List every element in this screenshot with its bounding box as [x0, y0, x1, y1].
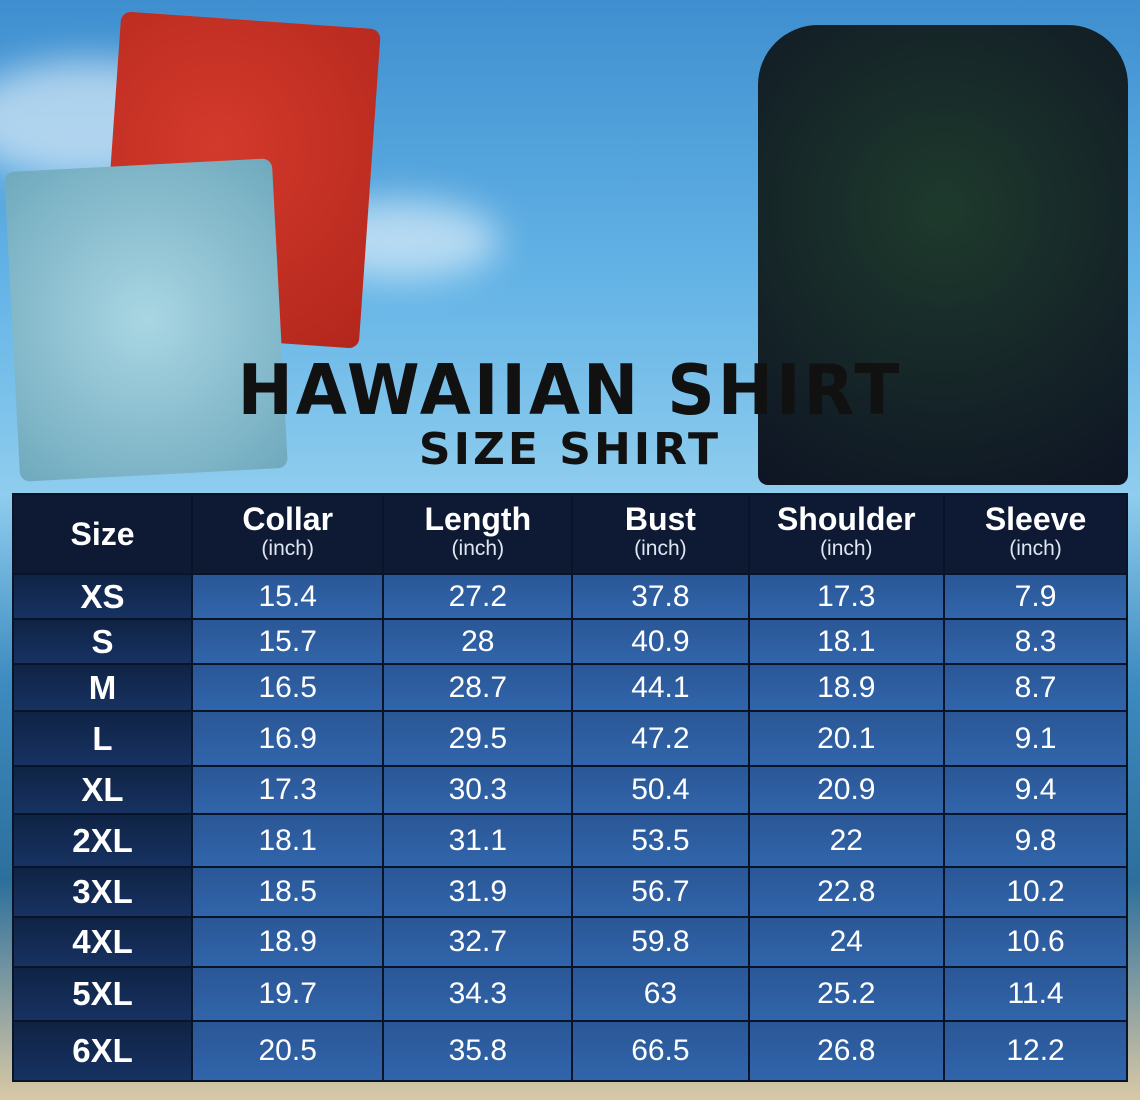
column-unit: (inch) — [451, 537, 505, 560]
value-cell: 12.2 — [943, 1020, 1128, 1082]
column-header-bust: Bust (inch) — [571, 493, 750, 575]
page-title: HAWAIIAN SHIRT — [237, 350, 903, 431]
value-cell: 50.4 — [571, 765, 750, 815]
value-cell: 17.3 — [747, 573, 946, 620]
value-cell: 22.8 — [747, 866, 946, 918]
value-cell: 28.7 — [382, 663, 574, 712]
column-header-shoulder: Shoulder (inch) — [747, 493, 946, 575]
value-cell: 20.5 — [190, 1020, 385, 1082]
value-cell: 22 — [747, 813, 946, 868]
size-cell: 6XL — [12, 1020, 193, 1082]
size-cell: L — [12, 710, 193, 767]
size-cell: S — [12, 618, 193, 665]
value-cell: 19.7 — [190, 966, 385, 1022]
value-cell: 37.8 — [571, 573, 750, 620]
column-header-length: Length (inch) — [382, 493, 574, 575]
column-label: Collar — [242, 501, 334, 537]
column-unit: (inch) — [261, 537, 314, 560]
value-cell: 29.5 — [382, 710, 574, 767]
value-cell: 25.2 — [747, 966, 946, 1022]
table-row: XL 17.3 30.3 50.4 20.9 9.4 — [12, 765, 1128, 815]
value-cell: 10.6 — [943, 916, 1128, 968]
value-cell: 24 — [747, 916, 946, 968]
table-row: S 15.7 28 40.9 18.1 8.3 — [12, 618, 1128, 665]
table-row: 5XL 19.7 34.3 63 25.2 11.4 — [12, 966, 1128, 1022]
column-unit: (inch) — [1009, 537, 1062, 560]
value-cell: 26.8 — [747, 1020, 946, 1082]
value-cell: 31.1 — [382, 813, 574, 868]
size-cell: XS — [12, 573, 193, 620]
value-cell: 17.3 — [190, 765, 385, 815]
column-label: Sleeve — [984, 501, 1087, 537]
value-cell: 18.5 — [190, 866, 385, 918]
table-row: 3XL 18.5 31.9 56.7 22.8 10.2 — [12, 866, 1128, 918]
value-cell: 40.9 — [571, 618, 750, 665]
value-cell: 31.9 — [382, 866, 574, 918]
value-cell: 9.4 — [943, 765, 1128, 815]
value-cell: 34.3 — [382, 966, 574, 1022]
value-cell: 20.1 — [747, 710, 946, 767]
value-cell: 66.5 — [571, 1020, 750, 1082]
column-label: Bust — [624, 501, 696, 537]
value-cell: 18.1 — [190, 813, 385, 868]
table-row: 4XL 18.9 32.7 59.8 24 10.6 — [12, 916, 1128, 968]
value-cell: 10.2 — [943, 866, 1128, 918]
value-cell: 9.8 — [943, 813, 1128, 868]
value-cell: 15.7 — [190, 618, 385, 665]
value-cell: 59.8 — [571, 916, 750, 968]
column-unit: (inch) — [634, 537, 687, 560]
value-cell: 18.1 — [747, 618, 946, 665]
table-header-row: Size Collar (inch) Length (inch) Bust (inch) Sh… — [12, 493, 1128, 575]
value-cell: 11.4 — [943, 966, 1128, 1022]
size-cell: XL — [12, 765, 193, 815]
value-cell: 53.5 — [571, 813, 750, 868]
value-cell: 32.7 — [382, 916, 574, 968]
value-cell: 27.2 — [382, 573, 574, 620]
table-row: L 16.9 29.5 47.2 20.1 9.1 — [12, 710, 1128, 767]
value-cell: 16.5 — [190, 663, 385, 712]
value-cell: 16.9 — [190, 710, 385, 767]
column-header-size: Size — [12, 493, 193, 575]
table-row: 2XL 18.1 31.1 53.5 22 9.8 — [12, 813, 1128, 868]
column-label: Size — [70, 516, 135, 552]
value-cell: 7.9 — [943, 573, 1128, 620]
size-cell: 3XL — [12, 866, 193, 918]
value-cell: 47.2 — [571, 710, 750, 767]
column-label: Shoulder — [776, 501, 916, 537]
table-row: 6XL 20.5 35.8 66.5 26.8 12.2 — [12, 1020, 1128, 1082]
value-cell: 30.3 — [382, 765, 574, 815]
value-cell: 28 — [382, 618, 574, 665]
size-cell: 4XL — [12, 916, 193, 968]
size-cell: 2XL — [12, 813, 193, 868]
value-cell: 8.7 — [943, 663, 1128, 712]
model-flamingo-shirt-image — [758, 25, 1128, 485]
value-cell: 56.7 — [571, 866, 750, 918]
value-cell: 20.9 — [747, 765, 946, 815]
column-unit: (inch) — [820, 537, 873, 560]
value-cell: 9.1 — [943, 710, 1128, 767]
column-header-sleeve: Sleeve (inch) — [943, 493, 1128, 575]
value-cell: 15.4 — [190, 573, 385, 620]
value-cell: 18.9 — [747, 663, 946, 712]
column-label: Length — [424, 501, 532, 537]
value-cell: 63 — [571, 966, 750, 1022]
size-cell: 5XL — [12, 966, 193, 1022]
value-cell: 8.3 — [943, 618, 1128, 665]
column-header-collar: Collar (inch) — [190, 493, 385, 575]
value-cell: 35.8 — [382, 1020, 574, 1082]
table-row: M 16.5 28.7 44.1 18.9 8.7 — [12, 663, 1128, 712]
page-subtitle: SIZE SHIRT — [418, 424, 722, 475]
value-cell: 18.9 — [190, 916, 385, 968]
table-row: XS 15.4 27.2 37.8 17.3 7.9 — [12, 573, 1128, 620]
size-cell: M — [12, 663, 193, 712]
size-table: Size Collar (inch) Length (inch) Bust (inch) Sh… — [12, 493, 1128, 1082]
value-cell: 44.1 — [571, 663, 750, 712]
